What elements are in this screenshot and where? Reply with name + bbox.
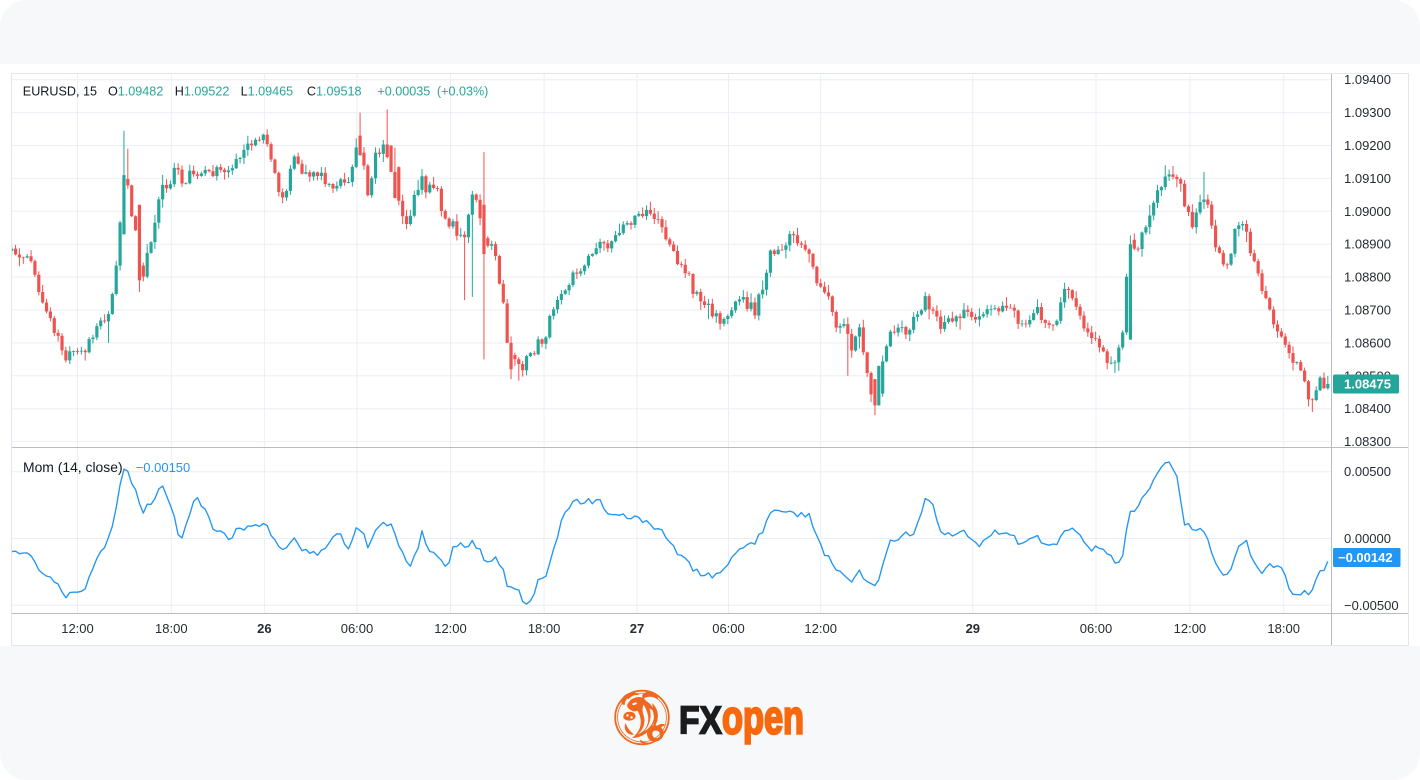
svg-text:12:00: 12:00	[434, 621, 467, 636]
svg-text:12:00: 12:00	[804, 621, 837, 636]
svg-text:−0.00142: −0.00142	[1338, 550, 1393, 565]
svg-text:1.09400: 1.09400	[1344, 73, 1391, 87]
svg-text:1.08800: 1.08800	[1344, 269, 1391, 284]
svg-text:12:00: 12:00	[61, 621, 94, 636]
svg-text:27: 27	[629, 621, 643, 636]
svg-text:1.08600: 1.08600	[1344, 335, 1391, 350]
svg-text:0.00500: 0.00500	[1344, 464, 1391, 479]
svg-text:1.08400: 1.08400	[1344, 401, 1391, 416]
svg-text:06:00: 06:00	[340, 621, 373, 636]
svg-text:1.08700: 1.08700	[1344, 302, 1391, 317]
svg-text:06:00: 06:00	[712, 621, 745, 636]
svg-text:1.08300: 1.08300	[1344, 434, 1391, 449]
svg-text:29: 29	[965, 621, 979, 636]
svg-text:1.09000: 1.09000	[1344, 203, 1391, 218]
svg-text:12:00: 12:00	[1173, 621, 1206, 636]
svg-text:26: 26	[257, 621, 271, 636]
svg-text:18:00: 18:00	[155, 621, 188, 636]
svg-text:1.09100: 1.09100	[1344, 170, 1391, 185]
svg-text:−0.00500: −0.00500	[1344, 597, 1399, 612]
svg-text:Mom (14, close)−0.00150: Mom (14, close) −0.00150	[23, 459, 190, 475]
svg-text:18:00: 18:00	[1267, 621, 1300, 636]
svg-text:1.09200: 1.09200	[1344, 138, 1391, 153]
svg-text:18:00: 18:00	[527, 621, 560, 636]
svg-text:FX: FX	[679, 698, 723, 742]
svg-text:1.08475: 1.08475	[1344, 376, 1391, 391]
svg-text:1.08900: 1.08900	[1344, 236, 1391, 251]
svg-text:0.00000: 0.00000	[1344, 531, 1391, 546]
svg-text:open: open	[722, 690, 804, 744]
svg-text:06:00: 06:00	[1079, 621, 1112, 636]
svg-text:1.09300: 1.09300	[1344, 105, 1391, 120]
